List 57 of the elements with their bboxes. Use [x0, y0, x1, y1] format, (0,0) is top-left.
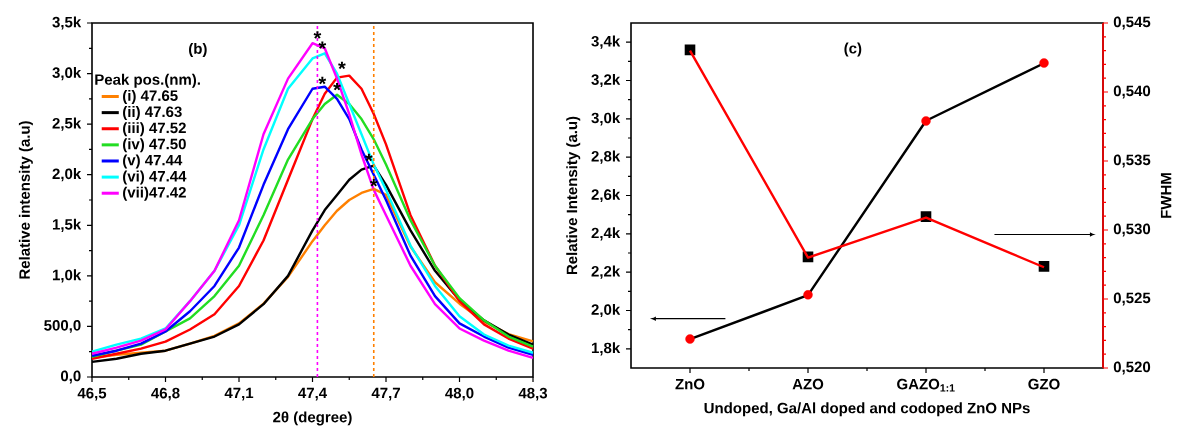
y-tick-label: 2,8k: [591, 150, 621, 164]
y-tick-label: 1,5k: [52, 218, 82, 232]
y-tick-label: 3,2k: [591, 73, 621, 88]
y-tick-label: 3,5k: [52, 16, 82, 30]
y-axis-title: Relative Intensity (a.u): [566, 116, 581, 275]
y-tick-label: 2,4k: [591, 227, 621, 241]
y2-tick-label: 0,535: [1113, 154, 1151, 168]
legend-label: (iii) 47.52: [123, 122, 186, 137]
x-tick-label: AZO: [792, 378, 824, 390]
y-tick-label: 2,6k: [591, 188, 621, 203]
legend-label: (i) 47.65: [123, 89, 178, 104]
annotation: *: [318, 76, 327, 85]
annotation: *: [313, 31, 322, 39]
y-tick-label: 1,8k: [591, 342, 621, 356]
x-tick-label: ZnO: [675, 378, 705, 390]
y-tick-label: 500,0: [44, 320, 81, 333]
x-tick-label: 48,3: [518, 387, 548, 401]
y-tick-label: 2,0k: [52, 168, 82, 182]
annotation: *: [365, 153, 373, 162]
y-tick-label: 3,4k: [591, 35, 621, 49]
x-tick-label: 46,5: [77, 387, 107, 401]
y-axis-title: Relative intensity (a.u): [18, 121, 33, 279]
x-axis-title: Undoped, Ga/Al doped and codoped ZnO NPs: [704, 402, 1030, 417]
legend-label: (v) 47.44: [123, 154, 183, 169]
annotation: (b): [189, 42, 207, 57]
point: [803, 290, 813, 300]
x-tick-label: 47,7: [371, 387, 400, 401]
y-tick-label: 1,0k: [52, 269, 82, 283]
y2-tick-label: 0,545: [1113, 16, 1151, 30]
point: [685, 334, 695, 344]
point: [921, 116, 931, 126]
y2-tick-label: 0,540: [1113, 85, 1151, 99]
y-tick-label: 0,0: [60, 370, 81, 384]
y2-tick-label: 0,530: [1113, 223, 1151, 237]
y-tick-label: 2,2k: [591, 265, 621, 279]
annotation: *: [338, 61, 346, 70]
legend-label: (vi) 47.44: [123, 170, 187, 185]
legend-label: (ii) 47.63: [123, 106, 182, 121]
legend-label: (iv) 47.50: [123, 138, 186, 153]
x-tick-label: 47,1: [224, 387, 254, 401]
x-axis-title: 2θ (degree): [273, 411, 352, 426]
y-tick-label: 3,0k: [591, 112, 621, 126]
y2-tick-label: 0,520: [1113, 361, 1151, 375]
y2-axis-title: FWHM: [1160, 173, 1172, 218]
annotation: (c): [844, 42, 862, 57]
x-tick-label: 46,8: [151, 387, 180, 401]
point: [1039, 58, 1049, 68]
y-tick-label: 3,0k: [52, 66, 82, 81]
y-tick-label: 2,5k: [52, 117, 82, 131]
x-tick-label: 48,0: [445, 387, 474, 401]
x-tick-label: GZO: [1028, 378, 1060, 390]
x-tick-label: GAZO$_{1:1}$: [897, 378, 955, 392]
y2-tick-label: 0,525: [1113, 292, 1151, 306]
legend-title: Peak pos.(nm).: [95, 73, 200, 88]
y-tick-label: 2,0k: [591, 303, 621, 318]
legend-label: (vii)47.42: [123, 186, 186, 201]
x-tick-label: 47,4: [298, 387, 328, 401]
